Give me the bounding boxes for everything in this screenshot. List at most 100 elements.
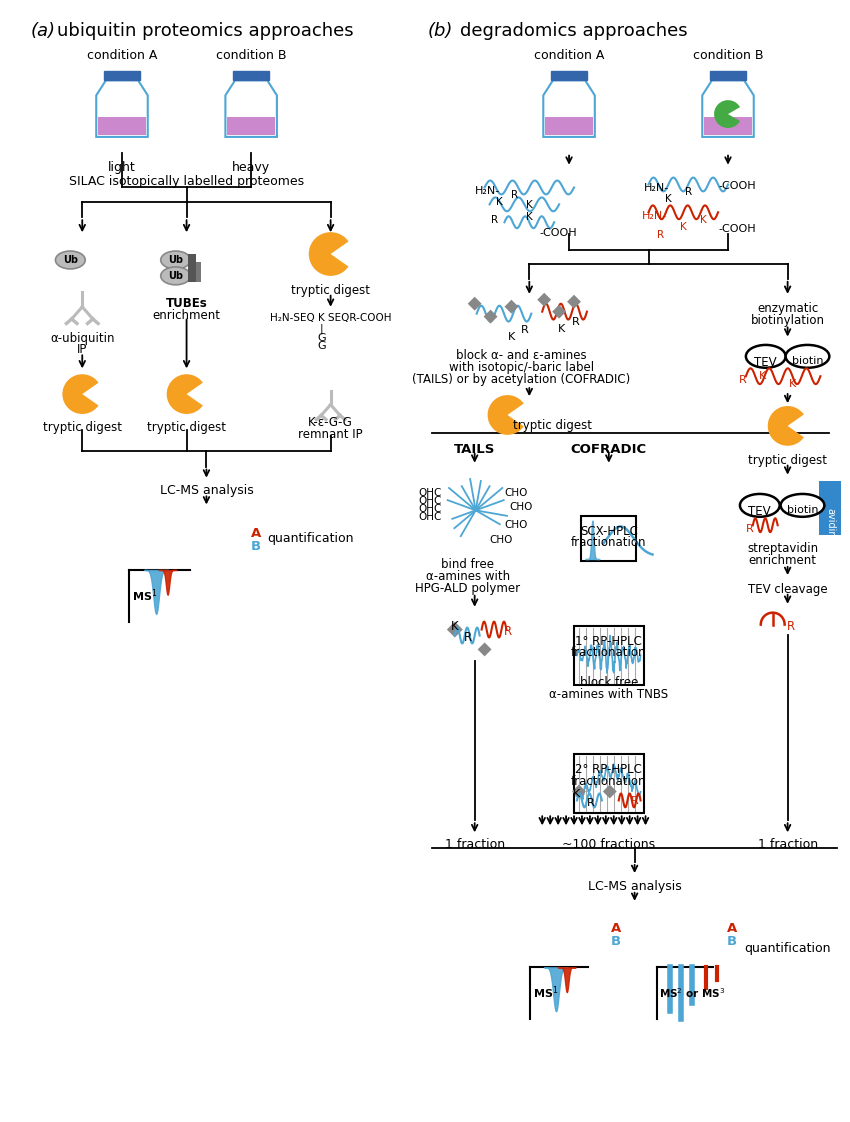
Text: TEV: TEV [755, 357, 777, 369]
Text: K: K [665, 194, 672, 204]
Text: |: | [320, 323, 324, 334]
Text: tryptic digest: tryptic digest [147, 421, 226, 434]
Text: block α- and ε-amines: block α- and ε-amines [456, 349, 586, 362]
Text: Ub: Ub [168, 270, 183, 280]
Text: -COOH: -COOH [718, 224, 756, 234]
Text: TEV cleavage: TEV cleavage [748, 582, 827, 596]
Text: fractionation: fractionation [571, 536, 647, 549]
Text: R: R [503, 625, 512, 637]
Text: B: B [727, 935, 737, 948]
Text: 1° RP-HPLC: 1° RP-HPLC [575, 635, 643, 647]
Text: OHC: OHC [418, 488, 442, 498]
Polygon shape [233, 71, 269, 81]
Text: H₂N-: H₂N- [474, 186, 500, 196]
Text: -COOH: -COOH [718, 182, 756, 192]
Wedge shape [62, 375, 99, 414]
Text: Ub: Ub [168, 255, 183, 265]
Polygon shape [478, 643, 491, 656]
Bar [581, 516, 636, 561]
Text: bind free: bind free [441, 558, 494, 571]
Text: (TAILS) or by acetylation (COFRADIC): (TAILS) or by acetylation (COFRADIC) [412, 374, 631, 386]
Text: streptavidin: streptavidin [747, 542, 819, 555]
Text: IP: IP [77, 343, 88, 357]
Polygon shape [567, 295, 581, 309]
Text: R: R [572, 316, 580, 327]
Text: K: K [558, 323, 564, 333]
Text: biotin: biotin [787, 505, 819, 515]
Text: R: R [520, 324, 528, 334]
Text: with isotopic/-baric label: with isotopic/-baric label [449, 361, 594, 375]
Text: CHO: CHO [509, 503, 533, 513]
Polygon shape [188, 254, 196, 282]
Ellipse shape [55, 251, 85, 269]
Text: fractionation: fractionation [571, 774, 647, 788]
Ellipse shape [161, 267, 190, 285]
Polygon shape [537, 293, 551, 306]
Text: B: B [251, 540, 261, 553]
Text: biotinylation: biotinylation [751, 314, 824, 327]
Text: Ub: Ub [63, 255, 78, 265]
Polygon shape [552, 305, 566, 319]
Text: tryptic digest: tryptic digest [42, 421, 122, 434]
Polygon shape [447, 622, 462, 637]
Polygon shape [545, 117, 593, 136]
Text: H₂N-: H₂N- [643, 184, 669, 193]
Text: MS$^1$: MS$^1$ [132, 588, 157, 604]
Polygon shape [702, 81, 754, 137]
Text: G: G [317, 332, 326, 342]
Text: SILAC isotopically labelled proteomes: SILAC isotopically labelled proteomes [69, 175, 304, 187]
Text: CHO: CHO [505, 521, 528, 531]
Polygon shape [227, 117, 275, 136]
Bar [574, 626, 643, 686]
Polygon shape [710, 71, 746, 81]
Ellipse shape [785, 344, 830, 368]
Text: OHC: OHC [418, 496, 442, 506]
Text: A: A [727, 921, 737, 935]
Text: quantification: quantification [745, 942, 830, 956]
Wedge shape [309, 232, 348, 276]
Text: H₂N-: H₂N- [642, 211, 667, 221]
Text: K-ε-G-G: K-ε-G-G [309, 416, 353, 429]
Text: G: G [317, 341, 326, 351]
Text: LC-MS analysis: LC-MS analysis [587, 880, 682, 893]
Text: R: R [685, 187, 692, 197]
Polygon shape [603, 784, 617, 799]
Text: condition B: condition B [693, 49, 763, 63]
Text: R: R [657, 230, 664, 240]
Polygon shape [96, 81, 148, 137]
Text: MS$^2$ or MS$^3$: MS$^2$ or MS$^3$ [660, 986, 726, 1000]
Polygon shape [484, 310, 497, 323]
Polygon shape [98, 117, 146, 136]
Text: tryptic digest: tryptic digest [513, 419, 592, 432]
Text: R: R [463, 631, 472, 644]
Text: K: K [789, 379, 796, 389]
Text: OHC: OHC [418, 513, 442, 523]
Text: B: B [610, 935, 620, 948]
Ellipse shape [161, 251, 190, 269]
Text: A: A [251, 527, 261, 540]
Text: condition A: condition A [87, 49, 157, 63]
Text: biotin: biotin [791, 357, 824, 367]
Text: R: R [631, 797, 638, 807]
Text: K: K [759, 371, 767, 381]
Text: avidin: avidin [825, 508, 836, 537]
Text: R: R [739, 375, 747, 385]
Wedge shape [768, 406, 804, 445]
Text: CHO: CHO [490, 535, 513, 545]
Text: COFRADIC: COFRADIC [570, 443, 647, 456]
Polygon shape [196, 261, 201, 282]
Text: condition B: condition B [216, 49, 286, 63]
Polygon shape [468, 296, 482, 311]
Text: enzymatic: enzymatic [757, 302, 819, 314]
Text: ubiquitin proteomics approaches: ubiquitin proteomics approaches [58, 21, 354, 39]
Text: TAILS: TAILS [454, 443, 496, 456]
Text: fractionation: fractionation [571, 646, 647, 660]
Text: R: R [587, 799, 595, 809]
Text: OHC: OHC [418, 505, 442, 514]
Polygon shape [225, 81, 277, 137]
Polygon shape [704, 117, 752, 136]
Polygon shape [505, 300, 518, 314]
Wedge shape [488, 395, 524, 435]
Text: (b): (b) [428, 21, 453, 39]
Text: condition A: condition A [534, 49, 604, 63]
